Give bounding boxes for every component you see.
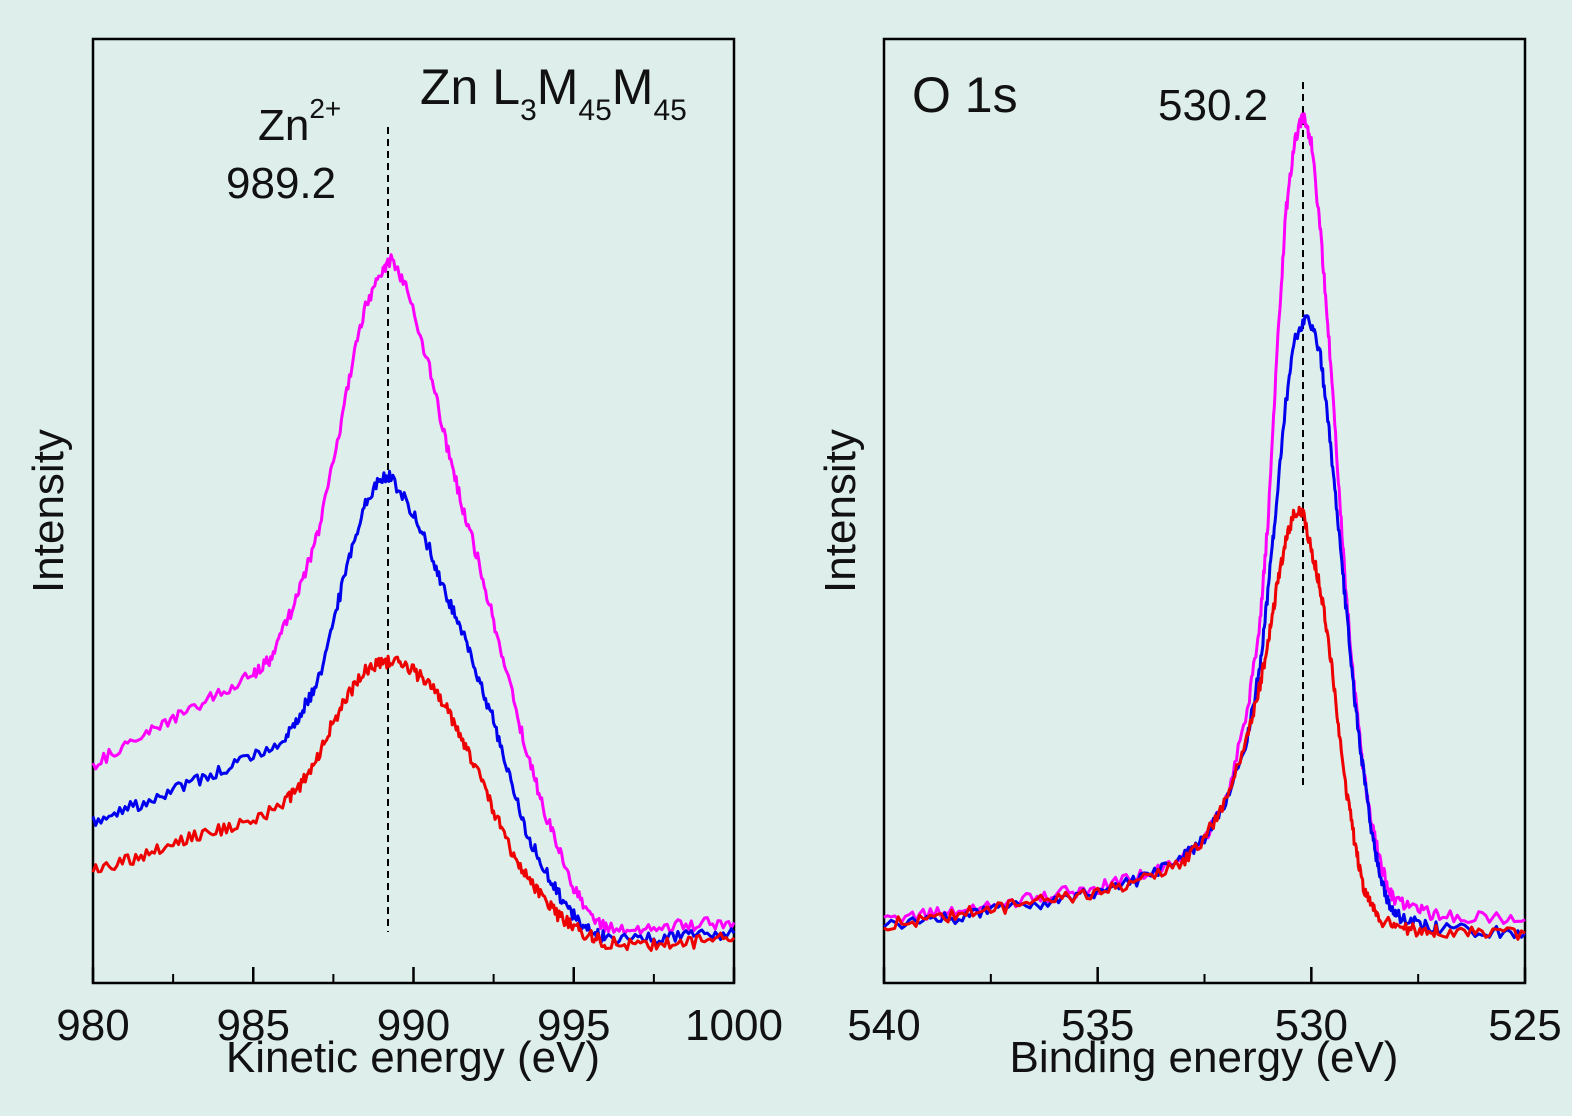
series-line <box>883 314 1527 940</box>
x-axis-tick-labels: 540 535 530 525 <box>847 1001 1561 1050</box>
x-tick-label: 1000 <box>685 1001 783 1050</box>
x-tick-label: 980 <box>56 1001 129 1050</box>
y-axis-label: Intensity <box>24 429 73 593</box>
series-line <box>883 112 1526 925</box>
x-axis-label: Kinetic energy (eV) <box>226 1033 600 1082</box>
species-label: Zn2+ <box>258 93 341 150</box>
x-axis-tick-labels: 980 985 990 995 1000 <box>56 1001 783 1050</box>
reference-line-label: 989.2 <box>226 159 336 208</box>
x-axis-label: Binding energy (eV) <box>1010 1033 1399 1082</box>
panel-title: O 1s <box>912 67 1018 123</box>
panel-title: Zn L3M45M45 <box>420 59 687 127</box>
x-tick-label: 990 <box>377 1001 450 1050</box>
x-tick-label: 540 <box>847 1001 920 1050</box>
x-tick-label: 535 <box>1061 1001 1134 1050</box>
series-line <box>91 253 736 936</box>
plot-frame <box>91 37 736 985</box>
x-tick-label: 995 <box>537 1001 610 1050</box>
x-tick-label: 525 <box>1488 1001 1561 1050</box>
x-axis-ticks <box>882 967 1527 983</box>
panel-zn-auger: 980 985 990 995 1000 Zn L3M45M45 Zn2+ 989.2 … <box>24 37 783 1082</box>
reference-line-label: 530.2 <box>1158 81 1268 130</box>
series-group <box>883 112 1527 941</box>
series-line <box>883 505 1526 941</box>
panel-o1s: 540 535 530 525 O 1s 530.2 Binding energy (… <box>816 37 1562 1082</box>
x-axis-ticks <box>91 967 736 983</box>
x-tick-label: 530 <box>1275 1001 1348 1050</box>
y-axis-label: Intensity <box>816 429 865 593</box>
series-group <box>91 253 736 952</box>
series-line <box>91 654 736 952</box>
x-tick-label: 985 <box>217 1001 290 1050</box>
